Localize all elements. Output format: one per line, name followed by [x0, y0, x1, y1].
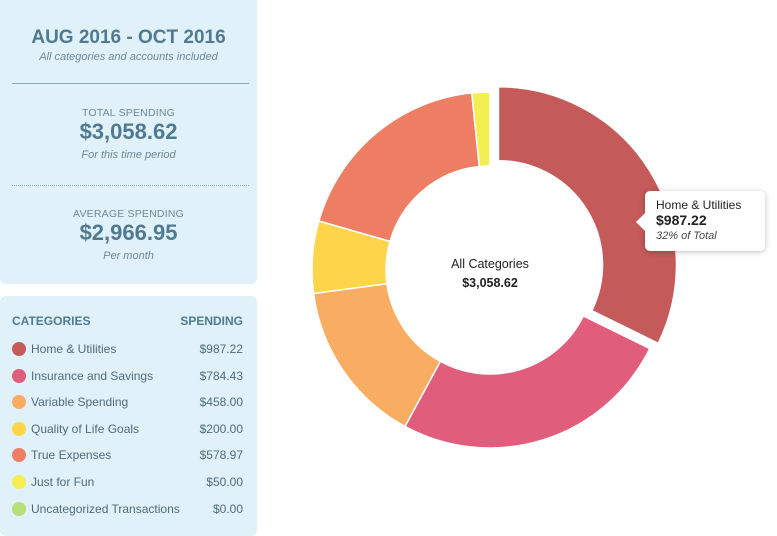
category-amount: $50.00: [206, 475, 243, 489]
category-amount: $987.22: [199, 342, 243, 356]
tooltip-category-name: Home & Utilities: [656, 198, 742, 212]
donut-slice[interactable]: [470, 91, 491, 168]
category-color-dot: [12, 368, 26, 383]
category-color-dot: [12, 342, 26, 356]
category-row[interactable]: True Expenses $578.97: [0, 445, 257, 465]
tooltip-amount: $987.22: [656, 212, 707, 228]
average-spending-label: AVERAGE SPENDING: [73, 208, 184, 220]
category-color-dot: [12, 395, 26, 410]
category-name: True Expenses: [31, 448, 112, 463]
average-spending-value: $2,966.95: [79, 220, 178, 245]
categories-header: CATEGORIES: [12, 314, 91, 328]
spending-donut-chart: [311, 85, 678, 449]
category-color-dot: [12, 448, 26, 463]
summary-card: AUG 2016 - OCT 2016 All categories and a…: [0, 0, 257, 284]
donut-slice[interactable]: [403, 314, 651, 449]
divider: [12, 83, 249, 84]
divider: [12, 185, 249, 186]
category-name: Quality of Life Goals: [31, 421, 140, 436]
category-name: Home & Utilities: [31, 342, 117, 356]
category-name: Insurance and Savings: [31, 368, 154, 383]
category-name: Uncategorized Transactions: [31, 501, 180, 516]
category-amount: $0.00: [212, 501, 243, 516]
category-row[interactable]: Insurance and Savings $784.43: [0, 366, 257, 386]
category-color-dot: [12, 501, 26, 516]
donut-slice[interactable]: [317, 92, 481, 243]
category-amount: $200.00: [199, 421, 243, 436]
date-range-title: AUG 2016 - OCT 2016: [31, 27, 226, 48]
average-spending-note: Per month: [103, 250, 154, 262]
category-row[interactable]: Home & Utilities $987.22: [0, 339, 257, 359]
donut-center-label: All Categories: [451, 257, 529, 271]
category-amount: $458.00: [199, 395, 243, 410]
categories-card: CATEGORIES SPENDING Home & Utilities $987…: [0, 296, 257, 536]
category-color-dot: [12, 475, 26, 489]
category-amount: $578.97: [199, 448, 243, 463]
category-color-dot: [12, 421, 26, 436]
category-amount: $784.43: [199, 368, 243, 383]
category-name: Variable Spending: [31, 395, 129, 410]
scope-note: All categories and accounts included: [39, 51, 218, 63]
category-name: Just for Fun: [31, 475, 95, 489]
category-row[interactable]: Just for Fun $50.00: [0, 472, 257, 492]
donut-slice[interactable]: [497, 85, 678, 345]
slice-tooltip: Home & Utilities $987.22 32% of Total: [636, 191, 765, 251]
category-row[interactable]: Quality of Life Goals $200.00: [0, 419, 257, 439]
total-spending-note: For this time period: [81, 149, 176, 161]
spending-header: SPENDING: [180, 314, 243, 328]
donut-center-value: $3,058.62: [462, 276, 518, 290]
tooltip-percent: 32% of Total: [656, 230, 717, 242]
total-spending-label: TOTAL SPENDING: [81, 107, 176, 119]
category-row[interactable]: Variable Spending $458.00: [0, 392, 257, 412]
category-row[interactable]: Uncategorized Transactions $0.00: [0, 499, 257, 519]
total-spending-value: $3,058.62: [79, 119, 178, 144]
